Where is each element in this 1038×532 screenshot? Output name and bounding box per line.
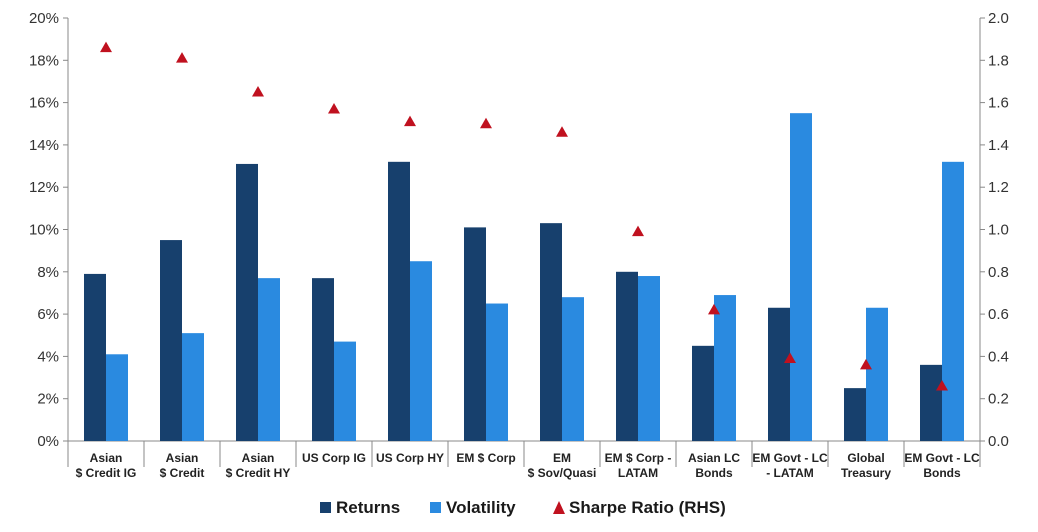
legend: Returns Volatility Sharpe Ratio (RHS) [320,498,726,517]
bar-volatility [866,307,888,441]
bar-volatility [790,113,812,442]
bar-returns [312,278,334,441]
x-category-label: Bonds [923,466,961,480]
x-category-label: $ Sov/Quasi [528,466,597,480]
y-left-tick-label: 20% [29,10,59,27]
x-category-label: EM Govt - LC [904,451,980,465]
y-left-tick-label: 2% [37,391,59,408]
x-category-label: Global [847,451,884,465]
axes-group: 0% 2% 4% 6% 8% 10% 12% 14% 16% 18% 20% 0.0 0.2 0.4 0.6… [29,10,1009,467]
sharpe-ratio-marker [404,115,416,127]
sharpe-ratio-marker [860,358,872,370]
sharpe-ratio-marker [784,352,796,364]
bar-volatility [106,354,128,441]
y-left-tick-label: 10% [29,222,59,239]
bar-returns [540,223,562,441]
legend-label: Returns [336,498,400,517]
x-category-label: $ Credit [160,466,205,480]
legend-swatch-sharpe-ratio [553,501,565,514]
bar-volatility [942,161,964,441]
bar-returns [84,273,106,441]
legend-label: Volatility [446,498,516,517]
bar-volatility [410,261,432,441]
sharpe-ratio-marker [556,126,568,137]
y-left-tick-label: 16% [29,95,59,112]
sharpe-ratio-marker [252,86,264,97]
x-category-label: EM $ Corp - [605,451,672,465]
bar-returns [464,227,486,441]
sharpe-ratio-marker [708,303,720,315]
y-right-tick-label: 1.2 [988,179,1009,196]
bar-returns [236,163,258,441]
bar-returns [160,240,182,441]
y-left-tick-label: 8% [37,264,59,281]
bar-volatility [486,303,508,441]
bar-returns [920,364,942,441]
y-right-tick-label: 0.8 [988,264,1009,281]
x-category-label: $ Credit IG [76,466,137,480]
x-category-label: Asian LC [688,451,740,465]
bar-returns [388,161,410,441]
y-right-tick-label: 1.0 [988,222,1009,239]
markers-group [100,41,948,391]
y-right-tick-label: 1.6 [988,95,1009,112]
y-left-tick-label: 12% [29,179,59,196]
x-category-label: EM [553,451,571,465]
bar-volatility [258,278,280,441]
x-category-label: EM $ Corp [456,451,515,465]
x-category-label: Treasury [841,466,891,480]
bar-returns [844,388,866,441]
y-right-tick-label: 2.0 [988,10,1009,27]
legend-swatch-volatility [430,502,441,513]
bar-volatility [714,295,736,441]
y-right-tick-label: 0.6 [988,306,1009,323]
x-category-label: Asian [166,451,199,465]
y-right-tick-label: 1.8 [988,52,1009,69]
y-left-tick-label: 6% [37,306,59,323]
x-category-label: LATAM [618,466,658,480]
x-category-label: Asian [242,451,275,465]
bar-returns [768,307,790,441]
sharpe-ratio-marker [176,52,188,63]
x-category-label: Asian [90,451,123,465]
x-category-label: US Corp IG [302,451,366,465]
y-left-tick-label: 4% [37,348,59,365]
x-category-label: - LATAM [766,466,814,480]
x-category-label: EM Govt - LC [752,451,828,465]
bar-volatility [562,297,584,441]
bar-returns [616,271,638,441]
sharpe-ratio-marker [480,117,492,129]
sharpe-ratio-marker [936,380,948,391]
y-left-tick-label: 0% [37,433,59,450]
bar-volatility [334,341,356,441]
bar-volatility [638,276,660,441]
y-left-tick-label: 14% [29,137,59,154]
y-right-tick-label: 0.2 [988,391,1009,408]
bars-group [84,113,964,442]
sharpe-ratio-marker [632,225,644,237]
y-right-tick-label: 1.4 [988,137,1009,154]
sharpe-ratio-marker [328,102,340,114]
legend-label: Sharpe Ratio (RHS) [569,498,726,517]
bar-returns [692,345,714,441]
x-category-label: US Corp HY [376,451,444,465]
sharpe-ratio-marker [100,41,112,53]
y-right-tick-label: 0.4 [988,348,1009,365]
y-right-tick-label: 0.0 [988,433,1009,450]
bar-volatility [182,333,204,441]
legend-swatch-returns [320,502,331,513]
y-left-tick-label: 18% [29,52,59,69]
x-category-label: $ Credit HY [226,466,291,480]
x-category-label: Bonds [695,466,733,480]
